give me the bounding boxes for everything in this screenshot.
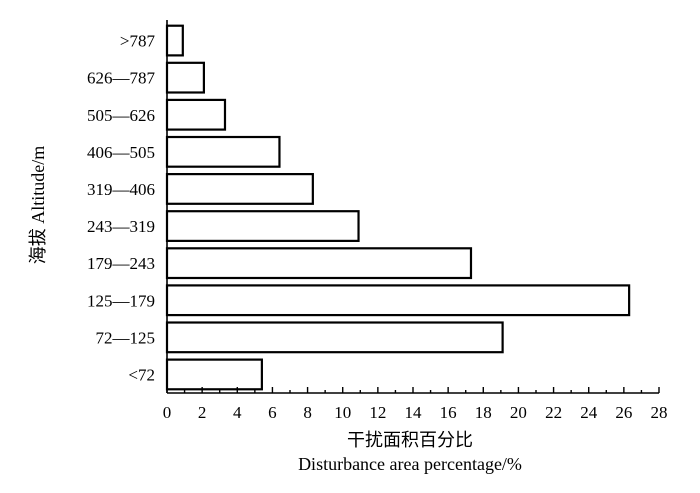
- x-tick-label: 6: [268, 403, 277, 422]
- x-tick-label: 26: [615, 403, 632, 422]
- y-tick-label: >787: [120, 32, 156, 51]
- x-tick-label: 12: [369, 403, 386, 422]
- x-tick-label: 24: [580, 403, 598, 422]
- y-tick-label: 505—626: [87, 106, 155, 125]
- bar-3: [165, 247, 473, 280]
- x-axis-title-english: Disturbance area percentage/%: [298, 454, 522, 474]
- x-tick-label: 8: [303, 403, 312, 422]
- x-tick-label: 22: [545, 403, 562, 422]
- x-tick-label: 18: [475, 403, 492, 422]
- y-axis-title: 海拔 Altitude/m: [28, 146, 48, 265]
- x-tick-label: 28: [651, 403, 668, 422]
- x-tick-label: 10: [334, 403, 351, 422]
- bars-group: [165, 24, 631, 391]
- y-tick-label: <72: [128, 365, 155, 384]
- bar-2: [165, 284, 631, 317]
- y-tick-labels-group: <72 72—125 125—179 179—243 243—319 319—406 406…: [87, 32, 156, 385]
- y-tick-label: 626—787: [87, 69, 156, 88]
- x-axis-title-chinese: 干扰面积百分比: [347, 430, 473, 451]
- bar-6: [165, 135, 281, 168]
- x-tick-label: 14: [405, 403, 423, 422]
- bar-0: [165, 358, 263, 391]
- bar-4: [165, 210, 360, 242]
- x-tick-label: 0: [163, 403, 172, 422]
- x-tick-label: 16: [440, 403, 457, 422]
- x-tick-label: 4: [233, 403, 242, 422]
- y-tick-label: 179—243: [87, 254, 155, 273]
- y-tick-label: 319—406: [87, 180, 155, 199]
- y-tick-label: 243—319: [87, 217, 155, 236]
- bar-9: [165, 24, 184, 57]
- bar-1: [165, 321, 504, 354]
- x-tick-label: 20: [510, 403, 527, 422]
- bar-8: [165, 61, 206, 94]
- x-ticks-group: 0 2 4 6 8 10 12 14 16 18 20 22 24 26 28: [163, 387, 668, 422]
- x-tick-label: 2: [198, 403, 207, 422]
- bar-5: [165, 173, 314, 205]
- y-tick-label: 72—125: [96, 328, 156, 347]
- y-tick-label: 125—179: [87, 291, 155, 310]
- y-tick-label: 406—505: [87, 143, 155, 162]
- bar-7: [165, 98, 227, 131]
